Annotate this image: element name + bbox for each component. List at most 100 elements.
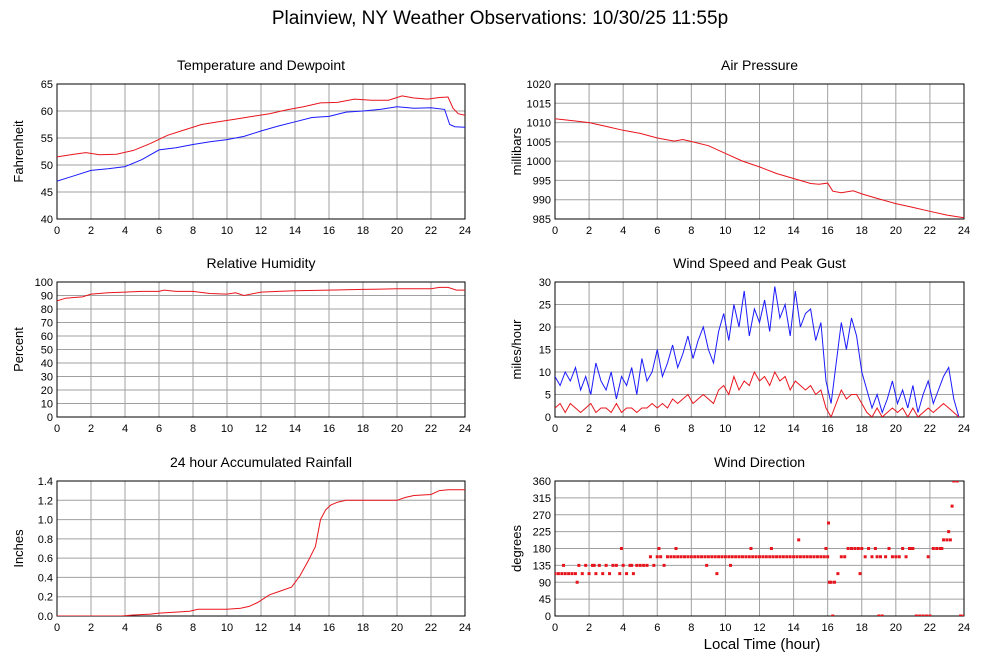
data-point	[703, 555, 707, 559]
data-point	[812, 555, 816, 559]
data-point	[904, 555, 908, 559]
data-point	[614, 563, 618, 567]
data-point	[575, 580, 579, 584]
x-tick-label: 20	[890, 622, 902, 634]
x-tick-label: 20	[391, 622, 403, 634]
data-point	[925, 614, 929, 616]
y-tick-label: 45	[41, 187, 53, 199]
plot-frame	[56, 83, 466, 220]
y-tick-label: 135	[533, 560, 551, 572]
data-point	[686, 555, 690, 559]
data-point	[751, 555, 755, 559]
x-tick-label: 4	[620, 622, 626, 634]
data-point	[921, 614, 925, 616]
series-line-blue	[555, 286, 960, 417]
data-point	[873, 547, 877, 550]
data-point	[827, 580, 831, 584]
y-tick-label: 1005	[527, 137, 551, 149]
x-tick-label: 12	[255, 423, 267, 435]
x-tick-label: 18	[357, 622, 369, 634]
x-tick-label: 8	[688, 622, 694, 634]
data-point	[798, 555, 802, 559]
y-tick-label: 1.0	[38, 515, 53, 527]
data-point	[584, 563, 588, 567]
data-point	[737, 555, 741, 559]
data-point	[570, 572, 574, 576]
data-point	[887, 547, 891, 550]
data-point	[884, 555, 888, 559]
data-point	[831, 614, 835, 616]
data-point	[710, 555, 714, 559]
x-tick-label: 8	[688, 225, 694, 237]
y-tick-label: 990	[533, 195, 551, 207]
data-point	[655, 555, 659, 559]
y-tick-label: 1.4	[38, 476, 53, 488]
x-tick-label: 2	[88, 622, 94, 634]
y-tick-label: 20	[539, 322, 551, 334]
y-tick-label: 55	[41, 133, 53, 145]
data-point	[631, 572, 635, 576]
data-point	[805, 555, 809, 559]
chart-title: Relative Humidity	[207, 255, 316, 271]
data-point	[911, 547, 915, 550]
y-tick-label: 60	[41, 106, 53, 118]
chart-title: Temperature and Dewpoint	[177, 57, 345, 73]
data-point	[758, 555, 761, 559]
data-point	[909, 547, 913, 550]
data-point	[788, 555, 792, 559]
x-tick-label: 16	[822, 423, 834, 435]
x-tick-label: 14	[787, 622, 799, 634]
y-axis-label: millibars	[509, 127, 524, 175]
data-point	[839, 555, 843, 559]
y-tick-label: 50	[41, 345, 53, 357]
data-point	[665, 555, 669, 559]
data-point	[689, 555, 693, 559]
data-point	[878, 555, 882, 559]
x-tick-label: 14	[289, 622, 301, 634]
y-tick-label: 10	[539, 367, 551, 379]
data-point	[638, 563, 642, 567]
data-point	[764, 555, 768, 559]
x-tick-label: 0	[552, 622, 558, 634]
data-point	[608, 572, 612, 576]
x-tick-label: 4	[620, 423, 626, 435]
y-tick-label: 65	[41, 79, 53, 91]
data-point	[897, 555, 901, 559]
y-tick-label: 1.2	[38, 495, 53, 507]
x-tick-label: 16	[822, 225, 834, 237]
y-tick-label: 45	[539, 594, 551, 606]
y-tick-label: 270	[533, 510, 551, 522]
data-point	[901, 547, 905, 550]
data-point	[648, 555, 652, 559]
data-point	[577, 563, 581, 567]
y-tick-label: 225	[533, 527, 551, 539]
y-tick-label: 40	[41, 214, 53, 226]
y-tick-label: 40	[41, 358, 53, 370]
data-point	[740, 555, 744, 559]
x-tick-label: 10	[221, 423, 233, 435]
data-point	[611, 563, 615, 567]
data-point	[858, 572, 862, 576]
x-tick-label: 20	[890, 423, 902, 435]
data-point	[567, 572, 571, 576]
data-point	[860, 547, 864, 550]
x-tick-label: 6	[654, 225, 660, 237]
data-point	[594, 572, 598, 576]
series-line-red	[555, 370, 960, 417]
plot-frame	[56, 281, 466, 418]
series-line-red	[57, 489, 465, 616]
series-line-red	[57, 95, 465, 158]
x-tick-label: 12	[255, 622, 267, 634]
y-tick-label: 0	[545, 611, 551, 623]
data-point	[931, 547, 935, 550]
x-tick-label: 12	[753, 423, 765, 435]
data-point	[618, 572, 622, 576]
data-point	[853, 547, 857, 550]
data-point	[744, 555, 748, 559]
y-axis-label: miles/hour	[509, 319, 524, 380]
y-axis-label: degrees	[509, 525, 524, 572]
x-tick-label: 22	[924, 423, 936, 435]
x-tick-label: 12	[255, 225, 267, 237]
x-tick-label: 24	[459, 225, 471, 237]
